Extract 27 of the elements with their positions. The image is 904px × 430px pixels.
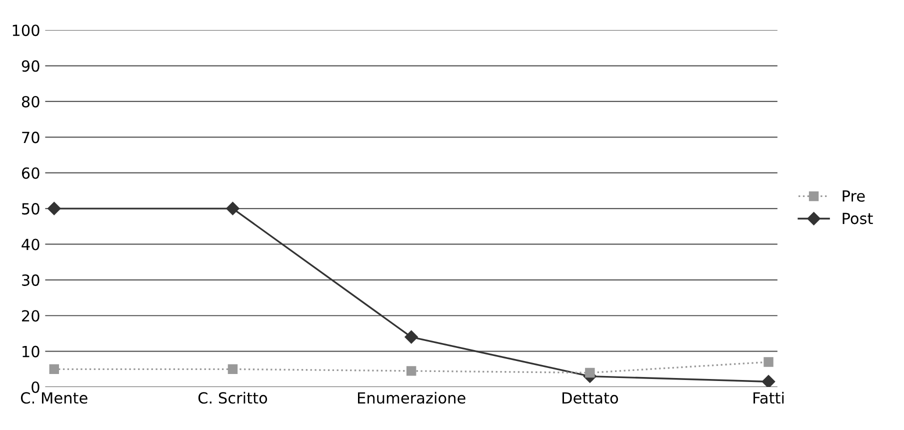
point [226, 202, 240, 216]
y-tick-label: 70 [22, 132, 40, 144]
y-tick-label: 40 [22, 238, 40, 250]
y-tick-label: 100 [12, 24, 40, 36]
y-tick-label: 0 [32, 381, 40, 394]
point [228, 364, 238, 374]
point [404, 330, 418, 344]
y-tick-label: 90 [22, 60, 40, 72]
y-tick-label: 60 [22, 167, 40, 179]
point [764, 357, 774, 367]
y-tick-label: 20 [22, 310, 40, 322]
x-tick-label: Fatti [754, 392, 784, 404]
y-tick-label: 10 [22, 346, 40, 358]
y-tick-label: 30 [22, 274, 40, 286]
point [49, 364, 59, 374]
point [585, 368, 595, 378]
x-tick-label: C. Mente [20, 392, 88, 404]
point [406, 366, 416, 376]
x-tick-label: C. Scritto [198, 392, 268, 404]
point [48, 202, 61, 216]
y-tick-label: 80 [22, 96, 40, 108]
x-tick-label: Dettato [562, 392, 618, 404]
x-tick-label: Enumerazione [358, 392, 466, 404]
legend-label: Pre [842, 190, 865, 202]
point [762, 375, 776, 387]
legend-label: Post [842, 212, 873, 224]
y-tick-label: 50 [22, 203, 40, 215]
